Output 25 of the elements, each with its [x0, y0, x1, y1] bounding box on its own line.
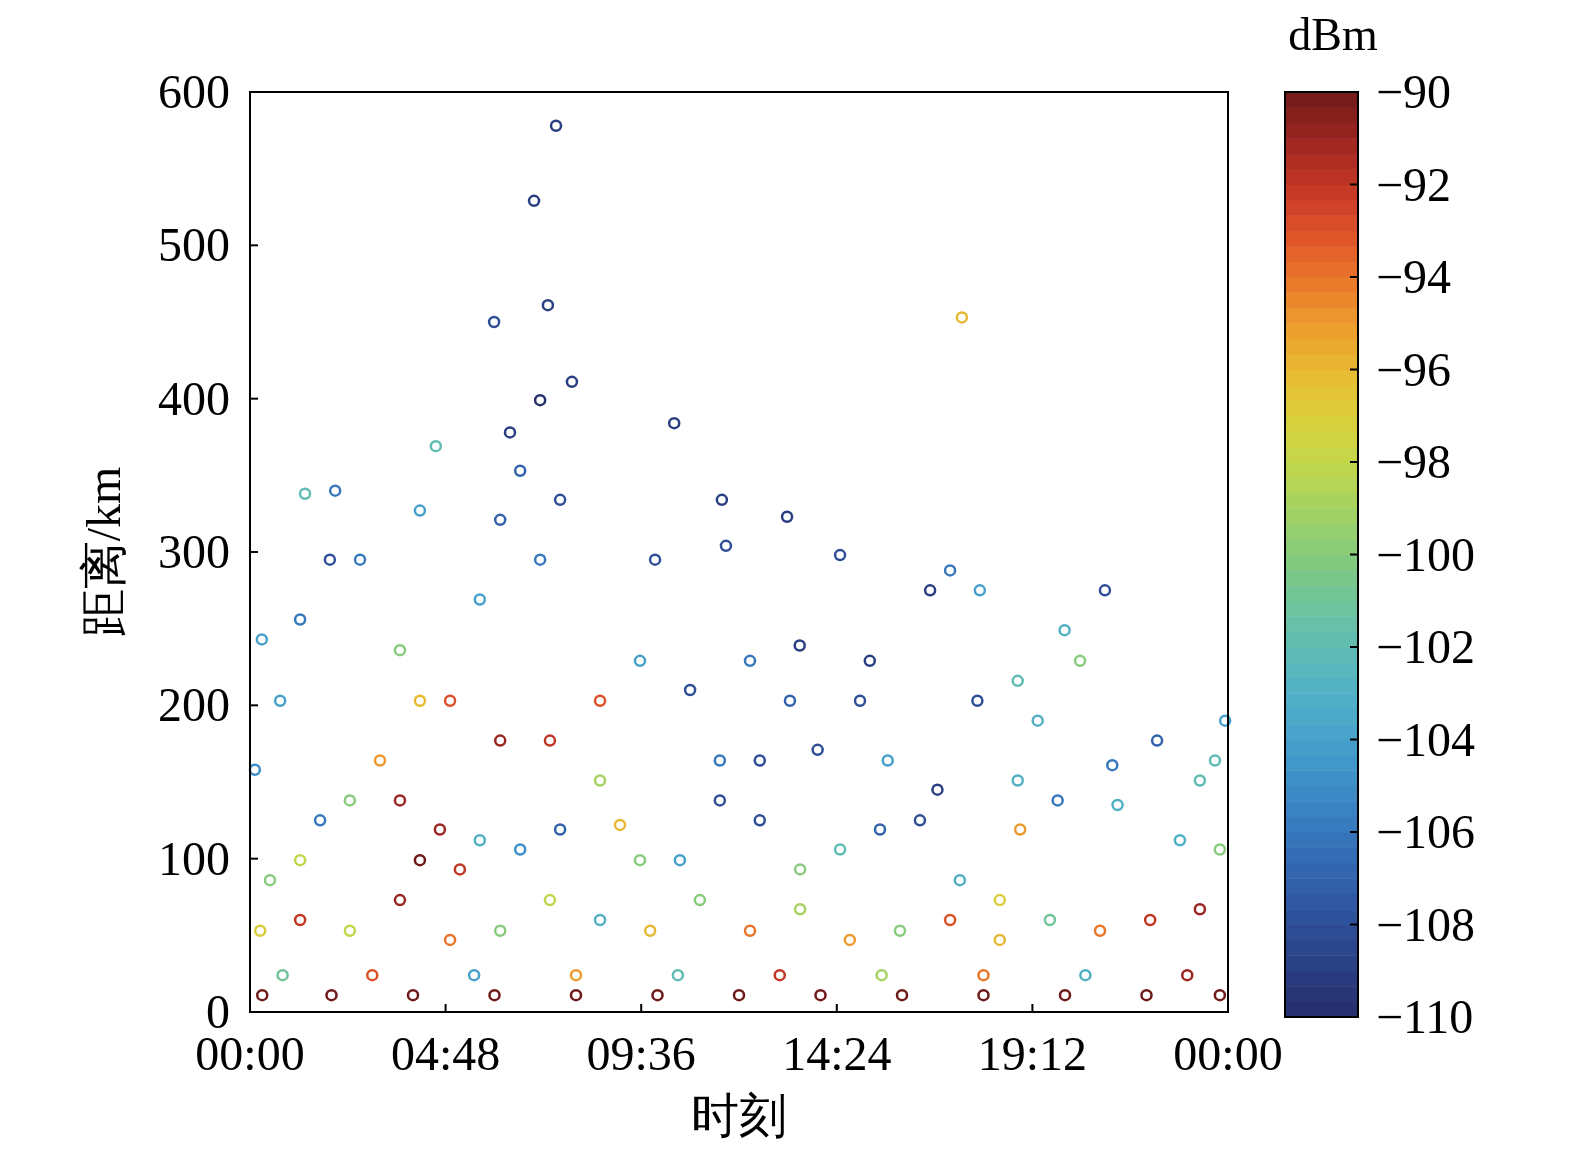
x-tick-label: 09:36 [586, 1027, 696, 1080]
x-tick-label: 04:48 [390, 1027, 501, 1080]
color-bar-label: −104 [1376, 712, 1476, 766]
x-tick-label: 00:00 [1173, 1027, 1283, 1080]
y-tick-label: 100 [158, 831, 230, 885]
color-bar-title: dBm [1288, 9, 1378, 60]
y-tick-label: 200 [158, 678, 230, 732]
color-bar-label: −92 [1376, 157, 1452, 211]
color-bar-label: −98 [1376, 435, 1452, 488]
color-bar-label: −106 [1376, 805, 1476, 858]
x-tick-label: 14:24 [782, 1027, 892, 1080]
color-bar-label: −90 [1376, 65, 1452, 118]
y-tick-label: 600 [158, 65, 230, 118]
color-bar-label: −96 [1376, 342, 1452, 396]
color-bar-label: −102 [1376, 620, 1476, 673]
x-tick-label: 19:12 [977, 1027, 1088, 1080]
x-axis-title: 时刻 [691, 1089, 787, 1142]
color-bar-label: −94 [1376, 250, 1452, 303]
color-bar-label: −108 [1376, 897, 1476, 951]
color-bar-label: −100 [1376, 527, 1476, 581]
y-tick-label: 500 [158, 218, 230, 272]
color-bar-label: −110 [1376, 990, 1474, 1043]
y-axis-title: 距离/km [77, 466, 130, 638]
y-tick-label: 300 [158, 525, 230, 578]
y-tick-label: 400 [158, 371, 230, 425]
